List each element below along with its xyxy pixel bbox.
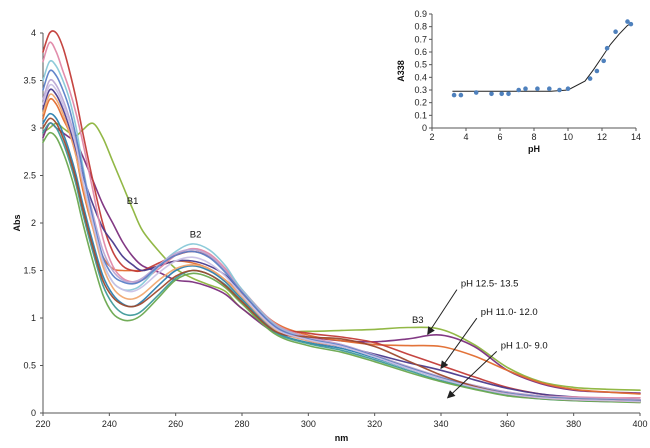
ph-annotation-1: pH 12.5- 13.5 (461, 279, 519, 290)
main-x-tick-label: 220 (35, 419, 50, 429)
main-y-tick-label: 0.5 (23, 361, 36, 371)
main-x-tick-label: 300 (301, 419, 316, 429)
inset-data-point (587, 76, 593, 81)
inset-data-point (601, 58, 606, 64)
inset-x-tick-label: 6 (497, 132, 502, 142)
main-x-tick-label: 360 (500, 419, 515, 429)
spectrum-line-14 (42, 117, 641, 403)
inset-background (432, 12, 642, 130)
band-label-b1: B1 (127, 196, 139, 207)
main-y-tick-label: 2.5 (23, 171, 36, 181)
inset-x-tick-label: 14 (631, 132, 641, 142)
inset-y-tick-label: 0.8 (414, 22, 427, 32)
band-label-b2: B2 (190, 229, 202, 240)
main-x-tick-label: 400 (632, 419, 647, 429)
inset-data-point (557, 87, 562, 93)
inset-data-point (458, 92, 464, 98)
inset-y-tick-label: 0.1 (414, 110, 427, 120)
inset-data-point (473, 90, 479, 95)
inset-data-point (565, 86, 571, 92)
inset-y-tick-label: 0.7 (414, 34, 427, 44)
inset-x-tick-label: 2 (429, 132, 434, 142)
main-x-tick-label: 320 (367, 419, 382, 429)
spectrum-line-7 (42, 112, 641, 403)
main-y-tick-label: 0 (31, 408, 36, 418)
spectrum-line-12 (42, 131, 641, 404)
inset-data-point (547, 86, 552, 92)
band-label-b3: B3 (412, 315, 424, 326)
inset-x-axis-title: pH (528, 144, 540, 154)
inset-points (451, 19, 634, 98)
main-y-tick-label: 1 (31, 313, 36, 323)
inset-x-tick-label: 4 (463, 132, 468, 142)
inset-y-tick-label: 0.2 (414, 98, 427, 108)
inset-y-tick-label: 0.9 (414, 9, 427, 19)
inset-data-point (499, 91, 505, 97)
inset-data-point (628, 21, 634, 27)
inset-data-point (506, 91, 511, 97)
inset-data-point (535, 86, 540, 92)
spectrum-line-5 (42, 88, 641, 401)
inset-data-point (451, 92, 457, 98)
main-y-tick-label: 2 (31, 218, 36, 228)
main-x-tick-label: 380 (566, 419, 581, 429)
main-x-tick-label: 340 (433, 419, 448, 429)
inset-data-point (625, 19, 630, 24)
inset-x-tick-label: 8 (531, 132, 536, 142)
main-x-tick-label: 260 (168, 419, 183, 429)
inset-y-tick-label: 0.6 (414, 47, 427, 57)
spectrum-line-15 (42, 83, 641, 403)
main-y-tick-label: 1.5 (23, 266, 36, 276)
spectrum-line-9 (42, 78, 641, 401)
main-y-axis-title: Abs (12, 214, 22, 231)
main-y-tick-label: 3.5 (23, 76, 36, 86)
inset-y-tick-label: 0 (422, 123, 427, 133)
spectra-series (42, 30, 641, 404)
inset-x-tick-label: 10 (563, 132, 573, 142)
inset-data-point (594, 68, 600, 74)
main-x-tick-label: 280 (234, 419, 249, 429)
inset-data-point (489, 91, 494, 97)
spectrum-line-11 (42, 122, 641, 403)
inset-y-tick-label: 0.4 (414, 72, 427, 82)
spectrum-line-10 (42, 93, 641, 402)
inset-data-point (613, 29, 618, 35)
main-x-axis-title: nm (335, 433, 349, 443)
inset-x-tick-label: 12 (597, 132, 607, 142)
ph-annotation-3: pH 1.0- 9.0 (501, 340, 548, 351)
main-y-tick-label: 3 (31, 123, 36, 133)
inset-data-point (523, 86, 528, 92)
inset-y-tick-label: 0.5 (414, 60, 427, 70)
inset-y-tick-label: 0.3 (414, 85, 427, 95)
main-y-tick-label: 4 (31, 28, 36, 38)
ph-annotation-2: pH 11.0- 12.0 (481, 307, 538, 318)
inset-data-point (516, 87, 521, 93)
ph-annotation-arrow-3 (446, 351, 498, 399)
inset-plot: 0 0.1 0.2 0.3 0.4 0.5 0.6 0.7 0.8 0.9 2 4 6 8 10 12 14 pH… (396, 9, 642, 154)
ph-annotation-arrow-2 (440, 317, 478, 370)
inset-data-point (604, 45, 610, 51)
main-x-tick-label: 240 (102, 419, 117, 429)
ph-annotation-arrow-1 (427, 289, 458, 335)
inset-y-axis-title: A338 (396, 60, 406, 82)
